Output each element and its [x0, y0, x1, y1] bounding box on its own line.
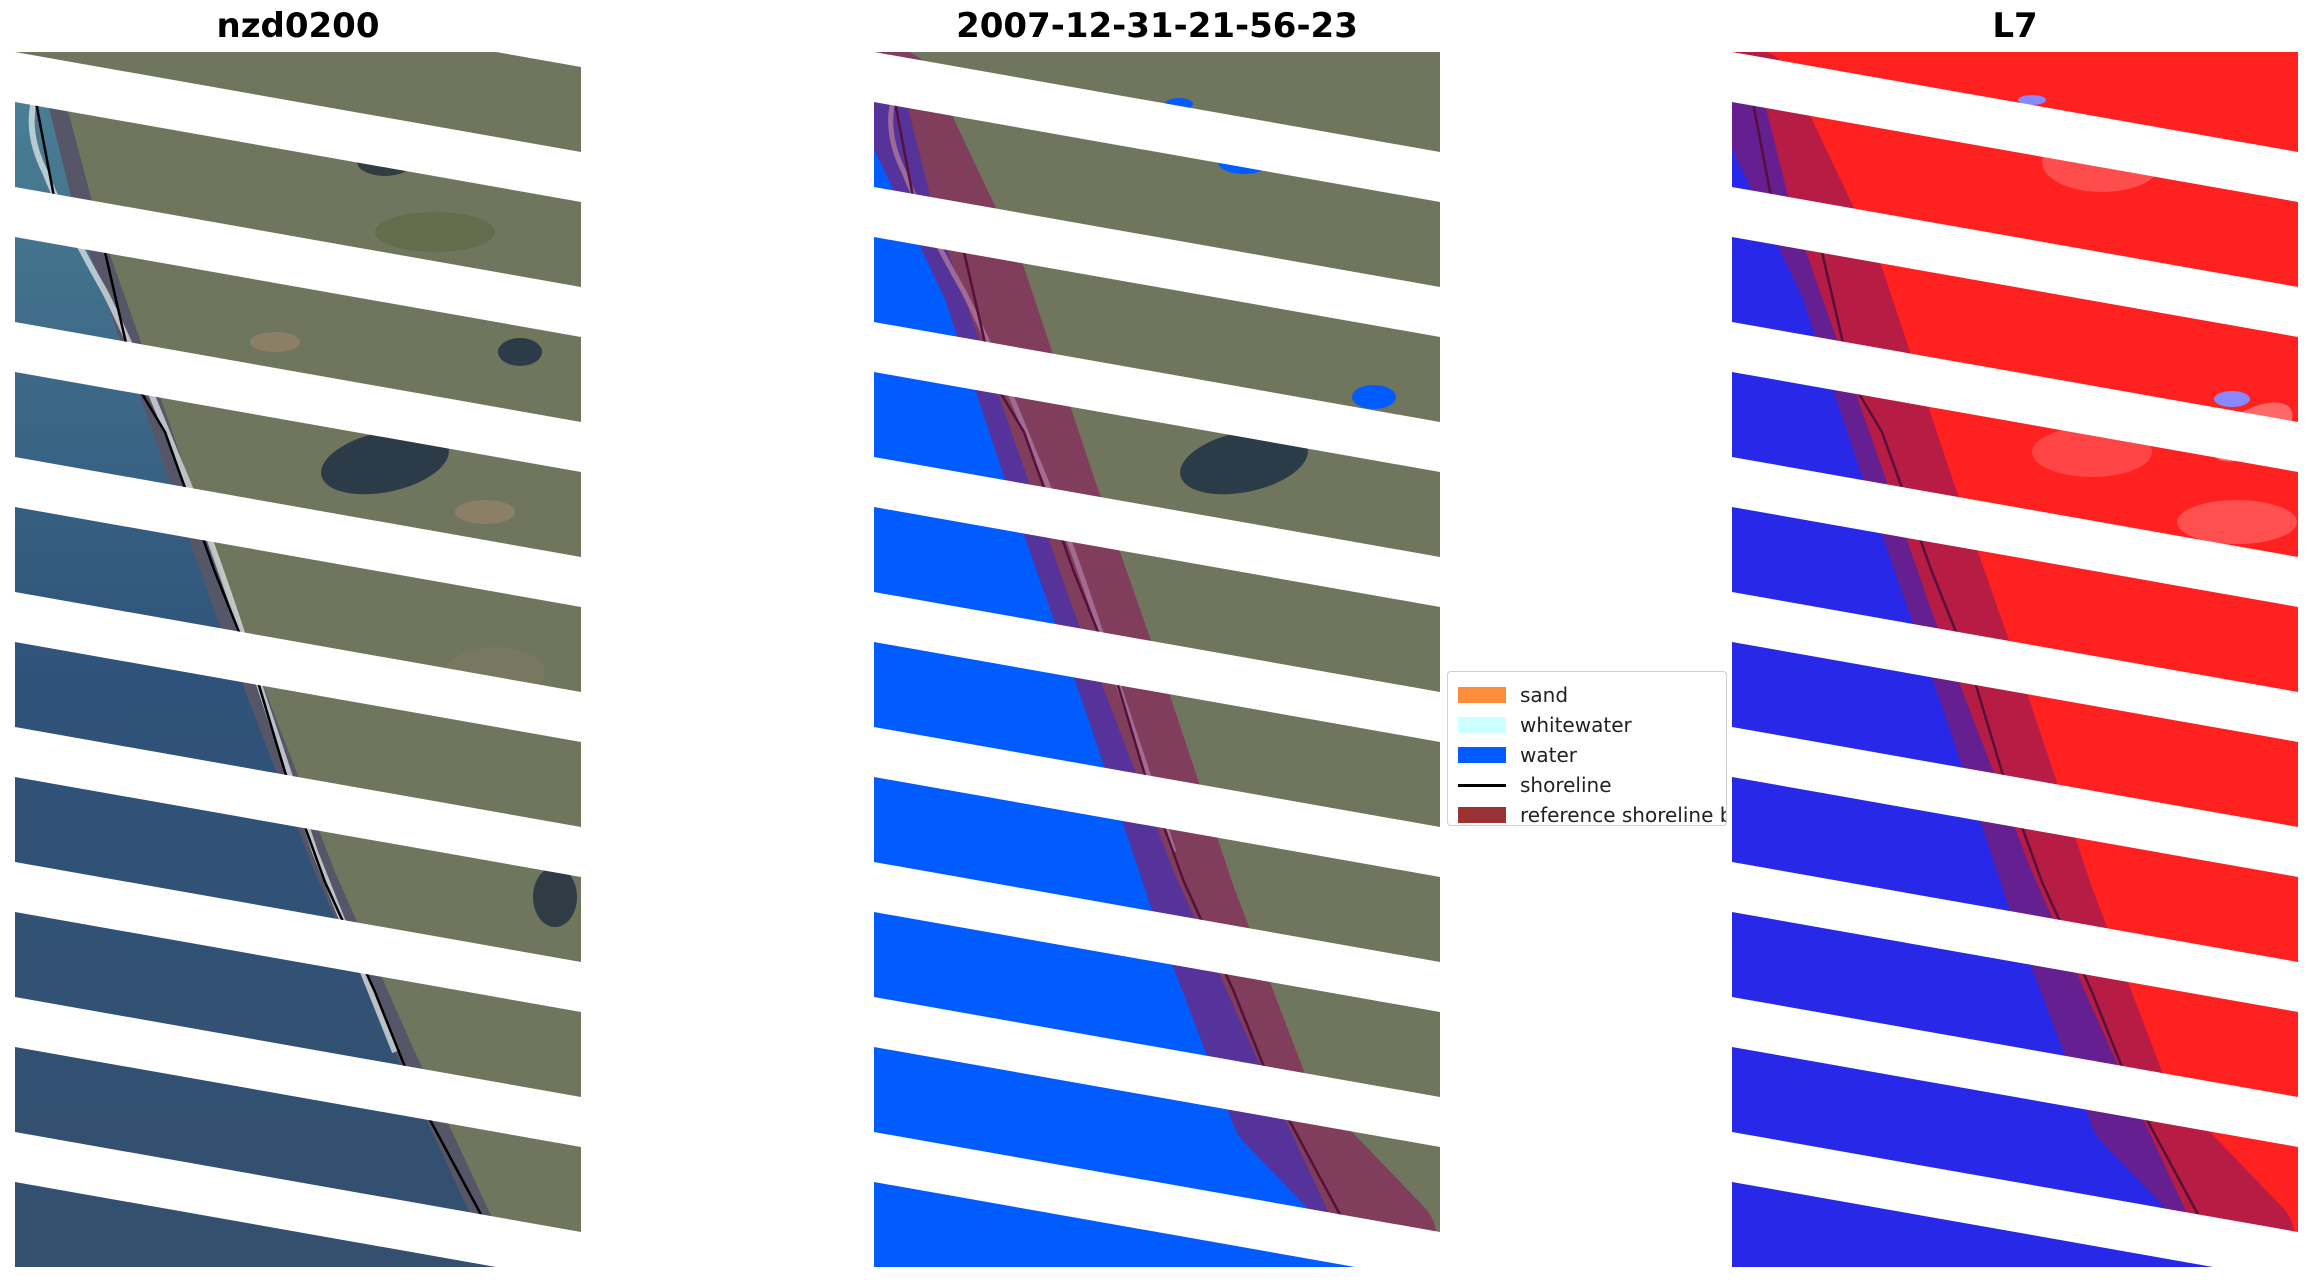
legend-swatch: [1458, 717, 1506, 733]
legend-swatch: [1458, 783, 1506, 787]
index-image: [1732, 52, 2298, 1267]
legend-label: shoreline: [1520, 773, 1612, 797]
legend-item-reference-shoreline-buffer: reference shoreline b: [1458, 800, 1726, 825]
legend-label: water: [1520, 743, 1577, 767]
lake-water: [2214, 391, 2250, 407]
lake-small: [498, 338, 542, 366]
legend-swatch: [1458, 747, 1506, 763]
legend-swatch: [1458, 687, 1506, 703]
scan-line-gaps: [1732, 52, 2298, 1267]
legend-label: sand: [1520, 683, 1569, 707]
lake-water: [1352, 385, 1396, 409]
panel-title-rgb: nzd0200: [216, 6, 380, 46]
lake: [1180, 429, 1308, 495]
lake: [321, 429, 449, 495]
legend-label: reference shoreline b: [1520, 803, 1727, 826]
legend-item-shoreline: shoreline: [1458, 770, 1716, 800]
legend: sand whitewater water shoreline referenc…: [1447, 671, 1727, 826]
scan-line-gaps: [15, 52, 581, 1267]
legend-label: whitewater: [1520, 713, 1632, 737]
legend-item-whitewater: whitewater: [1458, 710, 1716, 740]
panel-title-index: L7: [1992, 6, 2038, 46]
pond-east: [533, 867, 577, 927]
legend-item-sand: sand: [1458, 680, 1716, 710]
classification-image: [874, 52, 1440, 1267]
scan-line-gaps: [874, 52, 1440, 1267]
panel-title-classification: 2007-12-31-21-56-23: [956, 6, 1358, 46]
legend-item-water: water: [1458, 740, 1716, 770]
rgb-satellite-image: [15, 52, 581, 1267]
legend-swatch: [1458, 807, 1506, 823]
